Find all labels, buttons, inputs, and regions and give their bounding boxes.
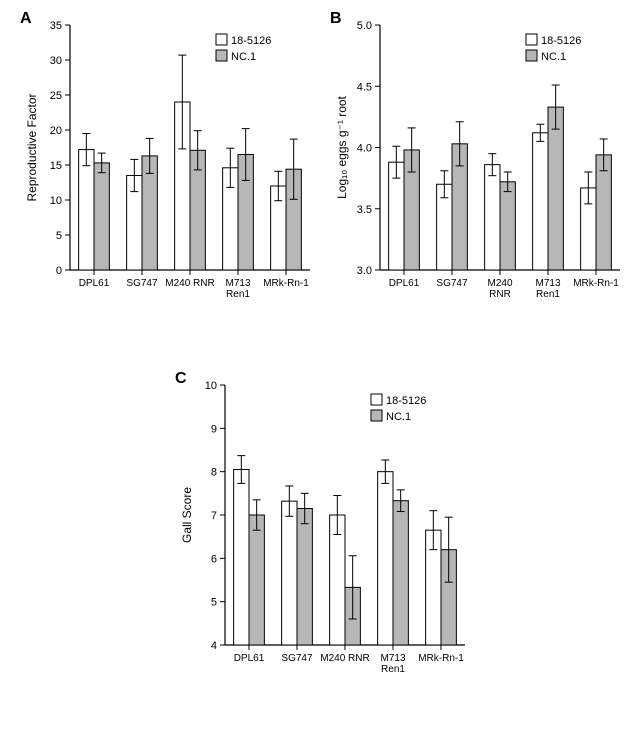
svg-text:DPL61: DPL61 xyxy=(234,653,265,664)
svg-text:4.0: 4.0 xyxy=(357,143,372,155)
svg-text:MRk-Rn-1: MRk-Rn-1 xyxy=(573,278,619,289)
svg-text:3.0: 3.0 xyxy=(357,265,372,277)
svg-text:RNR: RNR xyxy=(489,289,511,300)
svg-text:Gall Score: Gall Score xyxy=(180,487,194,543)
svg-text:NC.1: NC.1 xyxy=(386,411,411,423)
svg-text:7: 7 xyxy=(211,510,217,522)
panel-a: A 0 5 10 15 20 25 30 35 Reproductive Factor DPL61… xyxy=(20,10,320,330)
svg-text:5: 5 xyxy=(56,230,62,242)
svg-text:18-5126: 18-5126 xyxy=(541,35,581,47)
panel-c: C 4 5 6 7 8 9 10 Gall Score DPL61 SG747 M240 RNR M7… xyxy=(175,370,475,710)
panel-a-label: A xyxy=(20,10,32,28)
svg-text:35: 35 xyxy=(50,20,62,32)
svg-text:Ren1: Ren1 xyxy=(381,664,405,675)
svg-text:DPL61: DPL61 xyxy=(79,278,110,289)
svg-text:M240 RNR: M240 RNR xyxy=(165,278,214,289)
svg-text:18-5126: 18-5126 xyxy=(386,395,426,407)
svg-text:Log₁₀ eggs g⁻¹ root: Log₁₀ eggs g⁻¹ root xyxy=(335,95,349,198)
svg-text:NC.1: NC.1 xyxy=(231,51,256,63)
svg-text:5: 5 xyxy=(211,597,217,609)
panel-b: B 3.0 3.5 4.0 4.5 5.0 Log₁₀ eggs g⁻¹ root DPL6… xyxy=(330,10,630,330)
svg-text:M240 RNR: M240 RNR xyxy=(320,653,369,664)
svg-text:9: 9 xyxy=(211,423,217,435)
panel-b-svg: 3.0 3.5 4.0 4.5 5.0 Log₁₀ eggs g⁻¹ root DPL61 S… xyxy=(330,10,630,330)
svg-text:Ren1: Ren1 xyxy=(536,289,560,300)
svg-text:10: 10 xyxy=(50,195,62,207)
svg-text:Reproductive Factor: Reproductive Factor xyxy=(25,93,39,201)
panel-a-svg: 0 5 10 15 20 25 30 35 Reproductive Factor DPL61 SG… xyxy=(20,10,320,330)
panel-b-label: B xyxy=(330,10,342,28)
svg-text:30: 30 xyxy=(50,55,62,67)
svg-text:0: 0 xyxy=(56,265,62,277)
figure-container: { "layout": { "width": 640, "height": 73… xyxy=(0,0,640,739)
svg-text:MRk-Rn-1: MRk-Rn-1 xyxy=(418,653,464,664)
svg-text:MRk-Rn-1: MRk-Rn-1 xyxy=(263,278,309,289)
svg-text:NC.1: NC.1 xyxy=(541,51,566,63)
svg-text:M713: M713 xyxy=(380,653,405,664)
svg-text:SG747: SG747 xyxy=(436,278,468,289)
svg-text:SG747: SG747 xyxy=(126,278,158,289)
svg-text:3.5: 3.5 xyxy=(357,204,372,216)
svg-text:6: 6 xyxy=(211,553,217,565)
svg-text:M240: M240 xyxy=(487,278,512,289)
svg-text:4: 4 xyxy=(211,640,217,652)
svg-text:10: 10 xyxy=(205,380,217,392)
panel-c-svg: 4 5 6 7 8 9 10 Gall Score DPL61 SG747 M240 RNR M713… xyxy=(175,370,475,710)
svg-text:25: 25 xyxy=(50,90,62,102)
svg-text:DPL61: DPL61 xyxy=(389,278,420,289)
svg-text:8: 8 xyxy=(211,467,217,479)
svg-text:20: 20 xyxy=(50,125,62,137)
svg-text:15: 15 xyxy=(50,160,62,172)
svg-text:18-5126: 18-5126 xyxy=(231,35,271,47)
svg-text:5.0: 5.0 xyxy=(357,20,372,32)
svg-text:Ren1: Ren1 xyxy=(226,289,250,300)
svg-text:M713: M713 xyxy=(535,278,560,289)
svg-text:SG747: SG747 xyxy=(281,653,313,664)
panel-c-label: C xyxy=(175,370,187,388)
svg-text:4.5: 4.5 xyxy=(357,81,372,93)
svg-text:M713: M713 xyxy=(225,278,250,289)
